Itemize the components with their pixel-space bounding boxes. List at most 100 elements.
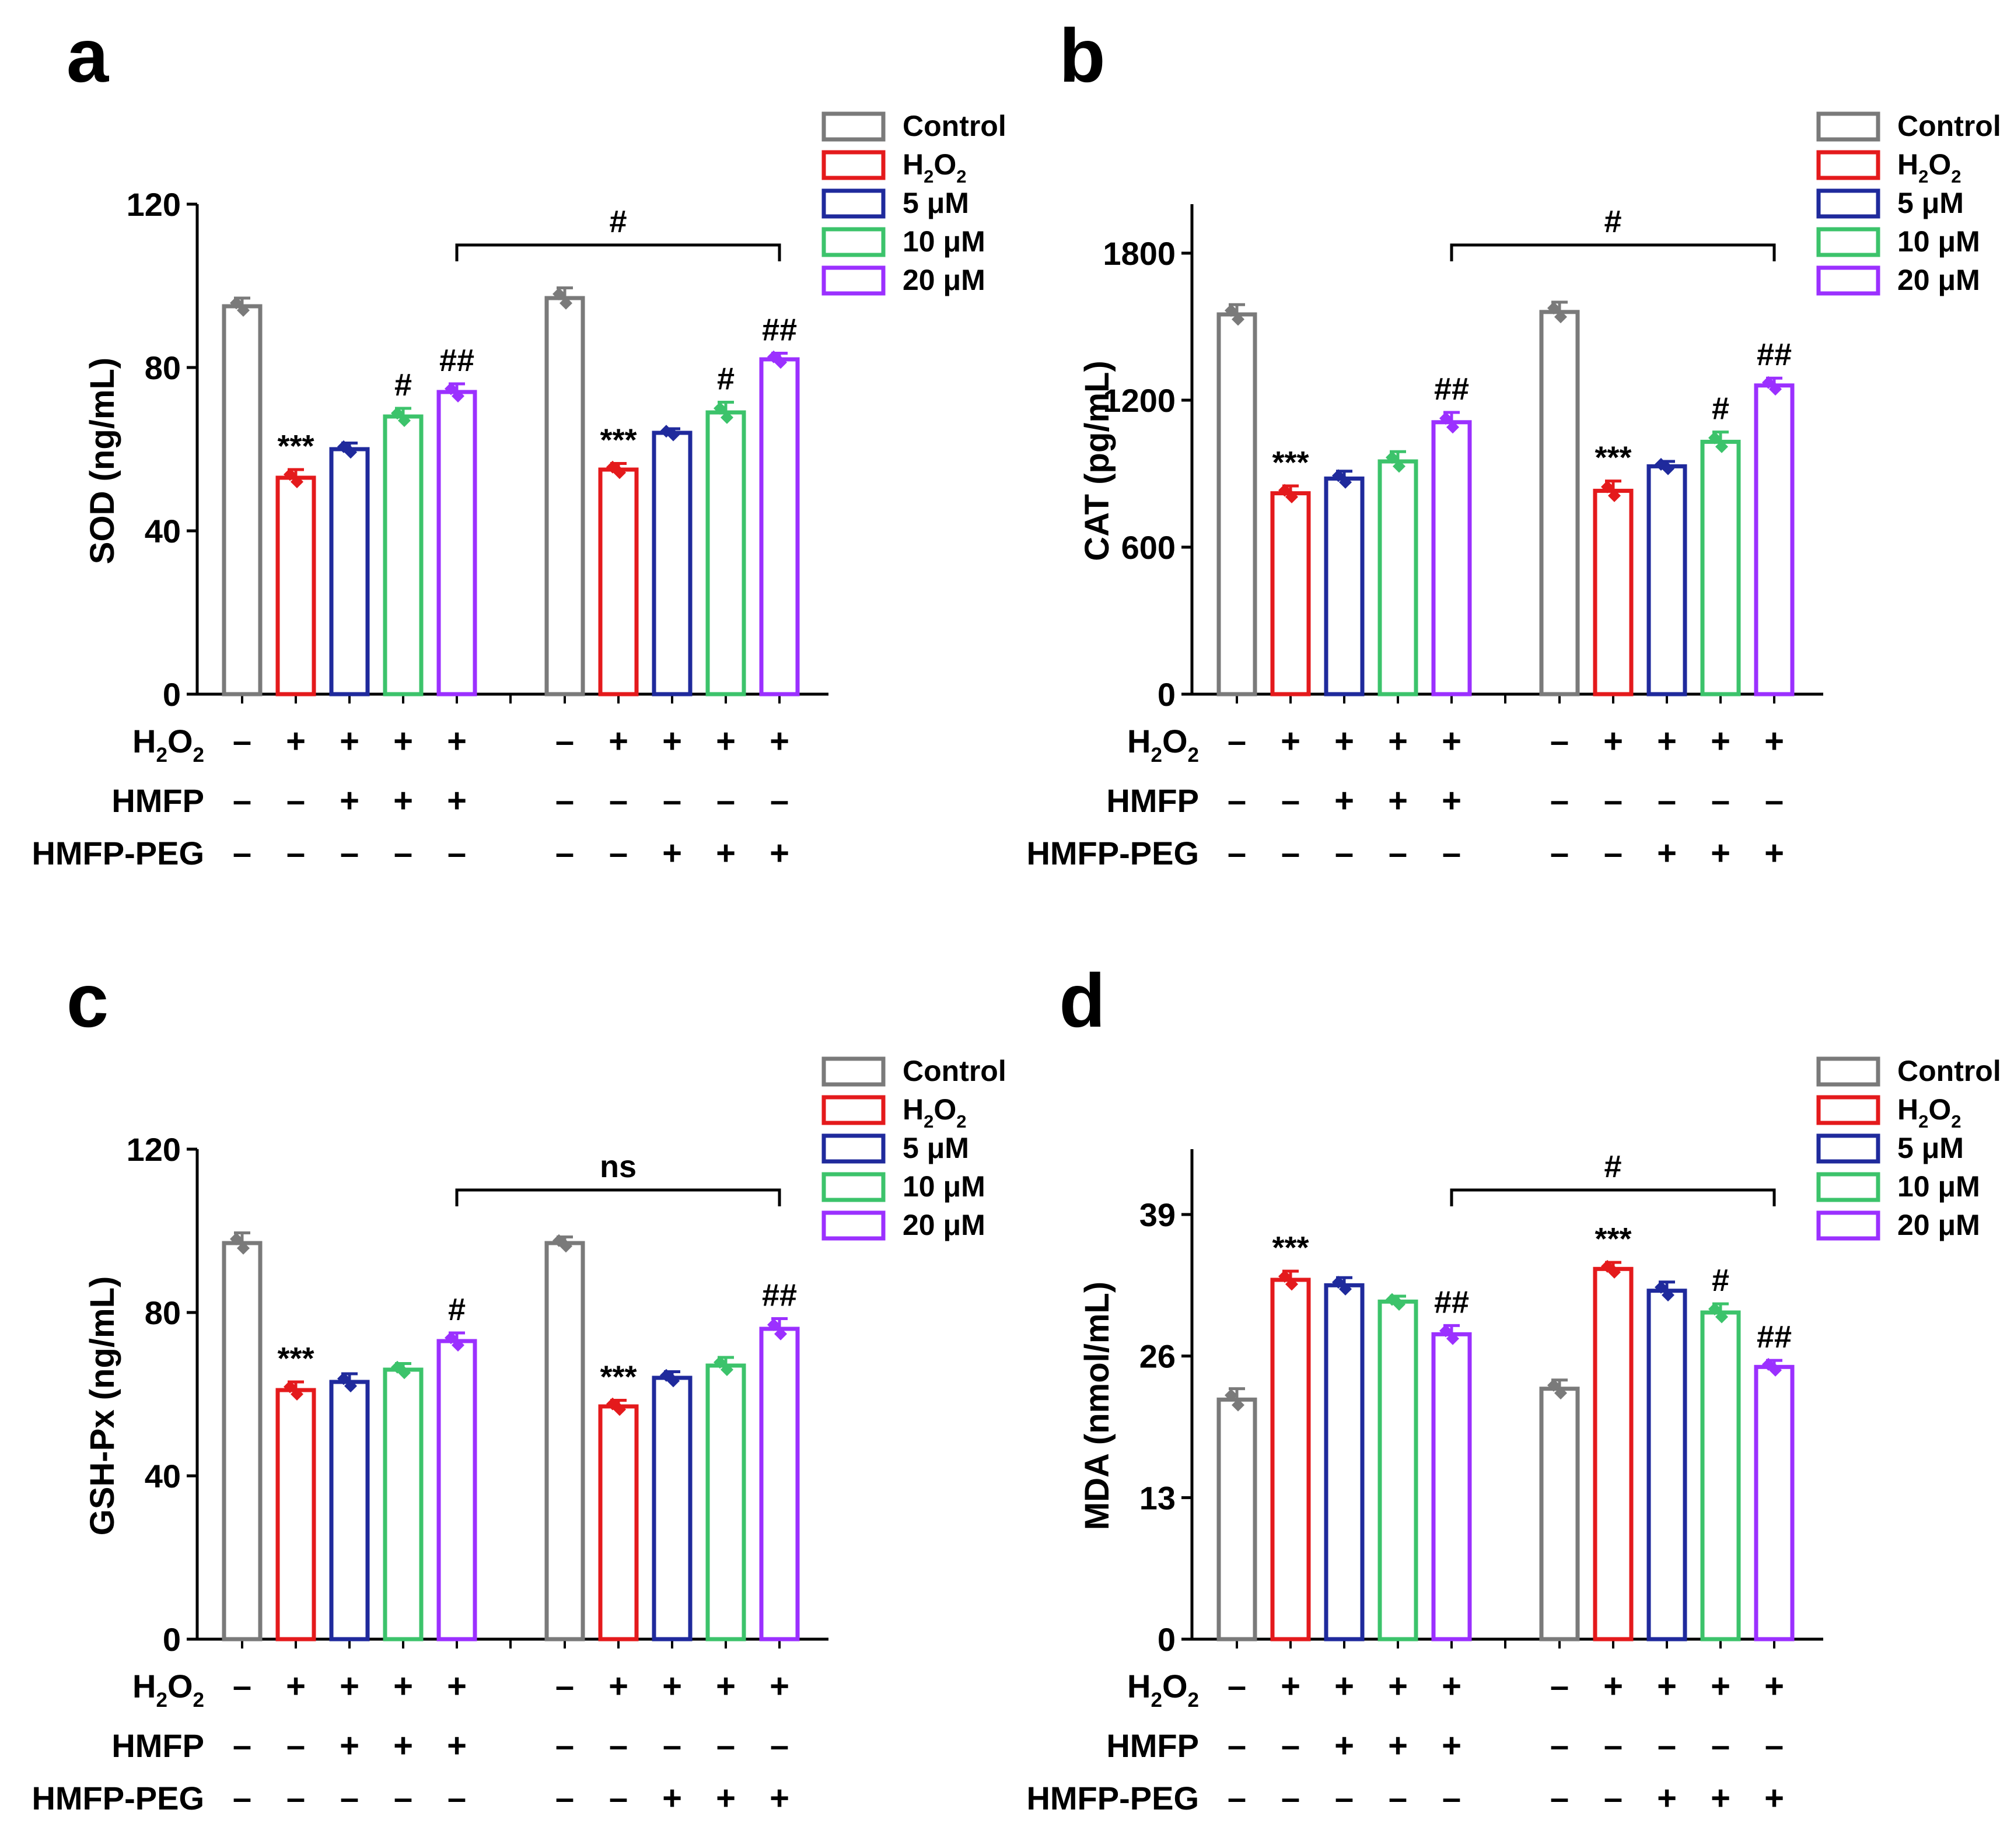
treatment-sign: + xyxy=(1442,1727,1461,1765)
bar xyxy=(705,1363,746,1642)
data-point xyxy=(230,1233,243,1245)
treatment-sign: + xyxy=(1334,722,1354,760)
data-point xyxy=(398,1366,411,1380)
treatment-sign: – xyxy=(1550,834,1569,872)
bar xyxy=(652,1376,693,1642)
treatment-sign: + xyxy=(1281,722,1300,760)
data-point xyxy=(1386,1293,1398,1306)
data-point xyxy=(1446,421,1459,434)
y-tick-label: 40 xyxy=(145,513,181,550)
treatment-sign: + xyxy=(447,1727,467,1765)
treatment-sign: + xyxy=(609,1667,628,1705)
data-point xyxy=(291,1388,303,1401)
treatment-sign: – xyxy=(233,1667,251,1705)
y-tick-label: 26 xyxy=(1139,1338,1176,1375)
treatment-sign: + xyxy=(1388,1727,1408,1765)
treatment-sign: – xyxy=(233,722,251,760)
legend-label: Control xyxy=(903,110,1006,142)
bar xyxy=(652,430,693,696)
bar xyxy=(1700,439,1741,696)
treatment-sign: – xyxy=(663,782,681,820)
treatment-sign: – xyxy=(609,834,628,872)
legend-swatch xyxy=(1816,111,1880,142)
data-point xyxy=(1439,1324,1452,1338)
bar xyxy=(759,357,800,696)
legend-label: Control xyxy=(1897,1055,2001,1087)
significance-label: # xyxy=(394,368,412,402)
legend-swatch xyxy=(821,1172,886,1202)
treatment-sign: + xyxy=(1657,834,1677,872)
legend-swatch xyxy=(1816,1056,1880,1087)
treatment-sign: – xyxy=(1550,1667,1569,1705)
treatment-sign: – xyxy=(1604,1727,1623,1765)
data-point xyxy=(1601,480,1614,494)
comparison-bracket xyxy=(455,1188,781,1206)
treatment-sign: + xyxy=(1764,1779,1784,1817)
treatment-sign: – xyxy=(609,782,628,820)
treatment-sign: – xyxy=(1228,1667,1246,1705)
significance-label: *** xyxy=(1595,1222,1631,1256)
data-point xyxy=(1285,490,1298,503)
treatment-sign: – xyxy=(555,1667,574,1705)
treatment-sign: – xyxy=(1389,834,1407,872)
legend-label: 10 μM xyxy=(903,1170,985,1203)
y-tick-label: 80 xyxy=(145,1294,181,1331)
treatment-row-label: HMFP xyxy=(111,1727,204,1764)
treatment-sign: + xyxy=(447,722,467,760)
data-point xyxy=(560,296,572,310)
treatment-sign: + xyxy=(340,722,359,760)
panel-letter: d xyxy=(1059,958,1105,1043)
data-point xyxy=(398,414,411,427)
significance-label: ## xyxy=(762,1278,797,1313)
treatment-row-label: H2O2 xyxy=(132,1668,204,1712)
data-point xyxy=(1708,431,1721,444)
data-point xyxy=(613,466,626,480)
significance-label: *** xyxy=(1595,440,1631,475)
data-point xyxy=(337,1372,350,1385)
treatment-sign: + xyxy=(1764,722,1784,760)
significance-label: ## xyxy=(1757,1320,1792,1354)
treatment-sign: – xyxy=(233,782,251,820)
treatment-sign: + xyxy=(340,1667,359,1705)
bar xyxy=(1324,1283,1365,1642)
legend-label: 20 μM xyxy=(1897,264,1980,296)
data-point xyxy=(1332,1276,1345,1289)
legend-label: 20 μM xyxy=(903,264,985,296)
data-point xyxy=(560,1240,572,1253)
treatment-sign: + xyxy=(716,1667,736,1705)
data-point xyxy=(714,402,726,415)
legend-swatch xyxy=(821,1056,886,1087)
treatment-sign: – xyxy=(1281,1779,1300,1817)
treatment-sign: – xyxy=(1442,834,1461,872)
treatment-sign: – xyxy=(340,1779,359,1817)
bar xyxy=(544,1241,585,1642)
treatment-sign: – xyxy=(340,834,359,872)
treatment-sign: + xyxy=(770,722,789,760)
bar xyxy=(759,1326,800,1642)
treatment-sign: – xyxy=(1550,1727,1569,1765)
significance-label: ## xyxy=(1434,1284,1469,1320)
data-point xyxy=(774,356,787,369)
data-point xyxy=(1608,489,1621,502)
data-point xyxy=(667,428,680,442)
legend-swatch xyxy=(1816,1172,1880,1202)
y-tick-label: 600 xyxy=(1121,529,1176,566)
panel-letter: a xyxy=(67,13,110,98)
treatment-sign: + xyxy=(1764,834,1784,872)
bar xyxy=(1700,1310,1741,1642)
data-point xyxy=(1278,484,1291,497)
treatment-sign: + xyxy=(1657,1667,1677,1705)
treatment-sign: – xyxy=(1550,1779,1569,1817)
treatment-sign: + xyxy=(393,1727,413,1765)
y-tick-label: 120 xyxy=(127,186,181,223)
treatment-sign: – xyxy=(286,1779,305,1817)
legend-swatch xyxy=(1816,1095,1880,1125)
data-point xyxy=(1769,1363,1782,1377)
data-point xyxy=(660,1368,673,1382)
significance-label: *** xyxy=(1272,445,1309,480)
legend-label: 20 μM xyxy=(903,1209,985,1241)
significance-label: # xyxy=(448,1292,466,1327)
treatment-sign: + xyxy=(393,782,413,820)
bar xyxy=(544,296,585,696)
